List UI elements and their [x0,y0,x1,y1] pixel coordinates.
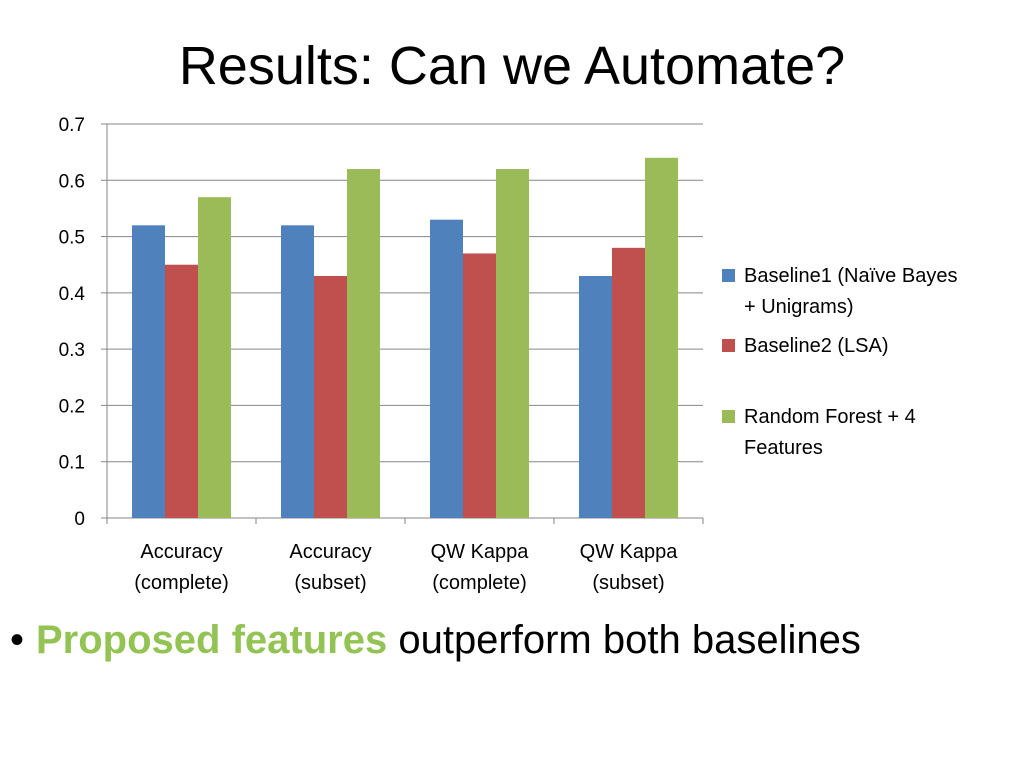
legend-label: Baseline1 (Naïve Bayes [744,265,957,287]
bullet-point: • Proposed features outperform both basel… [10,612,861,668]
bar-chart: 0 0.1 0.2 0.3 0.4 0.5 0.6 0.7 Accuracy (complete… [59,115,958,594]
y-tick-label: 0.2 [59,396,85,417]
legend: Baseline1 (Naïve Bayes + Unigrams) Baselin… [722,265,957,459]
bullet-marker: • [10,618,25,662]
bar [281,225,314,519]
legend-swatch [722,410,735,423]
bar [314,275,347,518]
y-tick-label: 0.5 [59,228,85,249]
bar [165,264,198,518]
bullet-highlight: Proposed features [36,618,388,662]
x-category-label: (subset) [592,572,664,594]
x-category-label: QW Kappa [431,541,530,563]
y-tick-label: 0.7 [59,115,85,136]
legend-label: Random Forest + 4 [744,406,916,428]
bar [430,219,463,518]
legend-swatch [722,269,735,282]
bar [645,157,678,518]
bars [132,157,678,519]
x-category-label: (subset) [294,572,366,594]
y-tick-label: 0.3 [59,340,85,361]
y-tick-labels: 0 0.1 0.2 0.3 0.4 0.5 0.6 0.7 [59,115,86,530]
legend-swatch [722,339,735,352]
bar [347,169,380,518]
x-category-label: Accuracy [140,541,222,563]
legend-label: Features [744,437,823,459]
x-category-label: QW Kappa [580,541,679,563]
bar [463,253,496,518]
bar [132,225,165,519]
y-tick-label: 0.4 [59,284,86,305]
bar [612,247,645,519]
x-category-label: (complete) [134,572,228,594]
bar [496,169,529,518]
x-category-label: (complete) [432,572,526,594]
y-tick-label: 0 [74,509,85,530]
slide-title: Results: Can we Automate? [178,36,846,96]
legend-label: Baseline2 (LSA) [744,335,889,357]
y-tick-label: 0.6 [59,171,85,192]
x-category-labels: Accuracy (complete) Accuracy (subset) QW Kap… [134,541,678,594]
bullet-text: outperform both baselines [387,618,861,662]
y-tick-label: 0.1 [59,453,85,474]
bar [579,275,612,518]
legend-label: + Unigrams) [744,296,853,318]
bar [198,197,231,518]
x-category-label: Accuracy [289,541,371,563]
